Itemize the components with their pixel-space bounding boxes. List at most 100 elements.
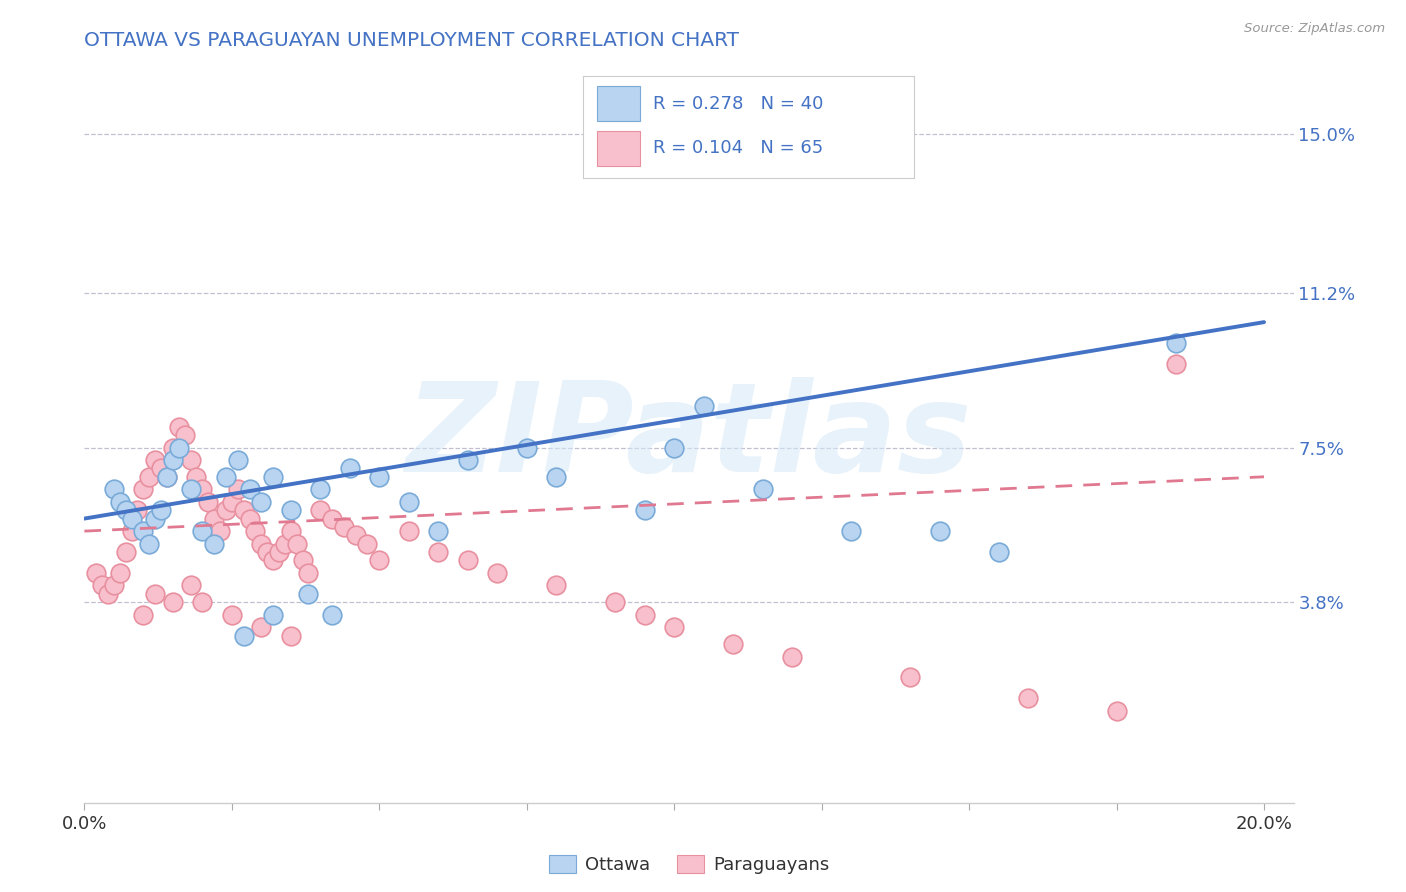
Point: [97, 587, 120, 601]
Point: [180, 483, 202, 497]
Point: [664, 620, 686, 634]
Point: [339, 461, 361, 475]
Point: [191, 595, 214, 609]
Point: [143, 587, 166, 601]
Point: [297, 587, 319, 601]
Text: Source: ZipAtlas.com: Source: ZipAtlas.com: [1244, 22, 1385, 36]
Point: [546, 470, 568, 484]
Point: [280, 629, 302, 643]
Point: [191, 524, 214, 538]
Point: [285, 536, 308, 550]
Point: [232, 629, 254, 643]
Point: [368, 553, 391, 567]
Point: [150, 461, 173, 475]
Point: [321, 607, 343, 622]
Point: [297, 566, 319, 580]
Point: [634, 607, 657, 622]
Point: [692, 399, 714, 413]
Point: [309, 483, 332, 497]
Point: [398, 524, 420, 538]
Point: [1105, 704, 1128, 718]
Point: [208, 524, 231, 538]
Point: [398, 495, 420, 509]
Point: [91, 578, 114, 592]
Point: [721, 637, 744, 651]
Point: [457, 553, 479, 567]
Point: [250, 620, 273, 634]
Point: [427, 545, 450, 559]
Legend: Ottawa, Paraguayans: Ottawa, Paraguayans: [541, 847, 837, 881]
Text: R = 0.278   N = 40: R = 0.278 N = 40: [652, 95, 824, 112]
Point: [221, 607, 243, 622]
Point: [121, 511, 143, 525]
Point: [605, 595, 627, 609]
Point: [457, 453, 479, 467]
Point: [143, 453, 166, 467]
Point: [156, 470, 179, 484]
Point: [238, 483, 260, 497]
Point: [202, 536, 225, 550]
Point: [132, 524, 155, 538]
Point: [321, 511, 343, 525]
Point: [928, 524, 950, 538]
Point: [132, 483, 155, 497]
Point: [162, 595, 184, 609]
Point: [1017, 691, 1039, 706]
Point: [143, 511, 166, 525]
Point: [280, 503, 302, 517]
Point: [186, 470, 208, 484]
Point: [127, 503, 149, 517]
Point: [262, 470, 284, 484]
Point: [226, 453, 249, 467]
Point: [238, 511, 260, 525]
Point: [191, 483, 214, 497]
Point: [1164, 357, 1187, 371]
Point: [262, 553, 284, 567]
Point: [780, 649, 803, 664]
Point: [173, 428, 195, 442]
Point: [156, 470, 179, 484]
Point: [232, 503, 254, 517]
Point: [103, 578, 125, 592]
Bar: [596, 87, 640, 121]
Point: [427, 524, 450, 538]
Point: [256, 545, 278, 559]
Point: [309, 503, 332, 517]
Point: [267, 545, 290, 559]
Point: [202, 511, 225, 525]
Point: [486, 566, 509, 580]
Point: [215, 503, 238, 517]
Point: [344, 528, 367, 542]
Point: [84, 566, 107, 580]
Point: [250, 495, 273, 509]
Point: [1164, 336, 1187, 351]
Point: [197, 495, 219, 509]
Point: [180, 578, 202, 592]
Point: [103, 483, 125, 497]
Point: [664, 441, 686, 455]
Text: ZIPatlas: ZIPatlas: [406, 376, 972, 498]
Point: [333, 520, 356, 534]
Point: [245, 524, 267, 538]
Point: [898, 670, 921, 684]
Point: [839, 524, 862, 538]
Point: [291, 553, 314, 567]
Point: [634, 503, 657, 517]
Point: [162, 453, 184, 467]
Point: [121, 524, 143, 538]
Point: [751, 483, 773, 497]
Point: [368, 470, 391, 484]
Point: [250, 536, 273, 550]
Point: [987, 545, 1010, 559]
Point: [180, 453, 202, 467]
Point: [262, 607, 284, 622]
Point: [150, 503, 173, 517]
Point: [108, 566, 131, 580]
Point: [546, 578, 568, 592]
Point: [221, 495, 243, 509]
Point: [114, 545, 136, 559]
Point: [138, 536, 160, 550]
Point: [108, 495, 131, 509]
Point: [114, 503, 136, 517]
Point: [280, 524, 302, 538]
